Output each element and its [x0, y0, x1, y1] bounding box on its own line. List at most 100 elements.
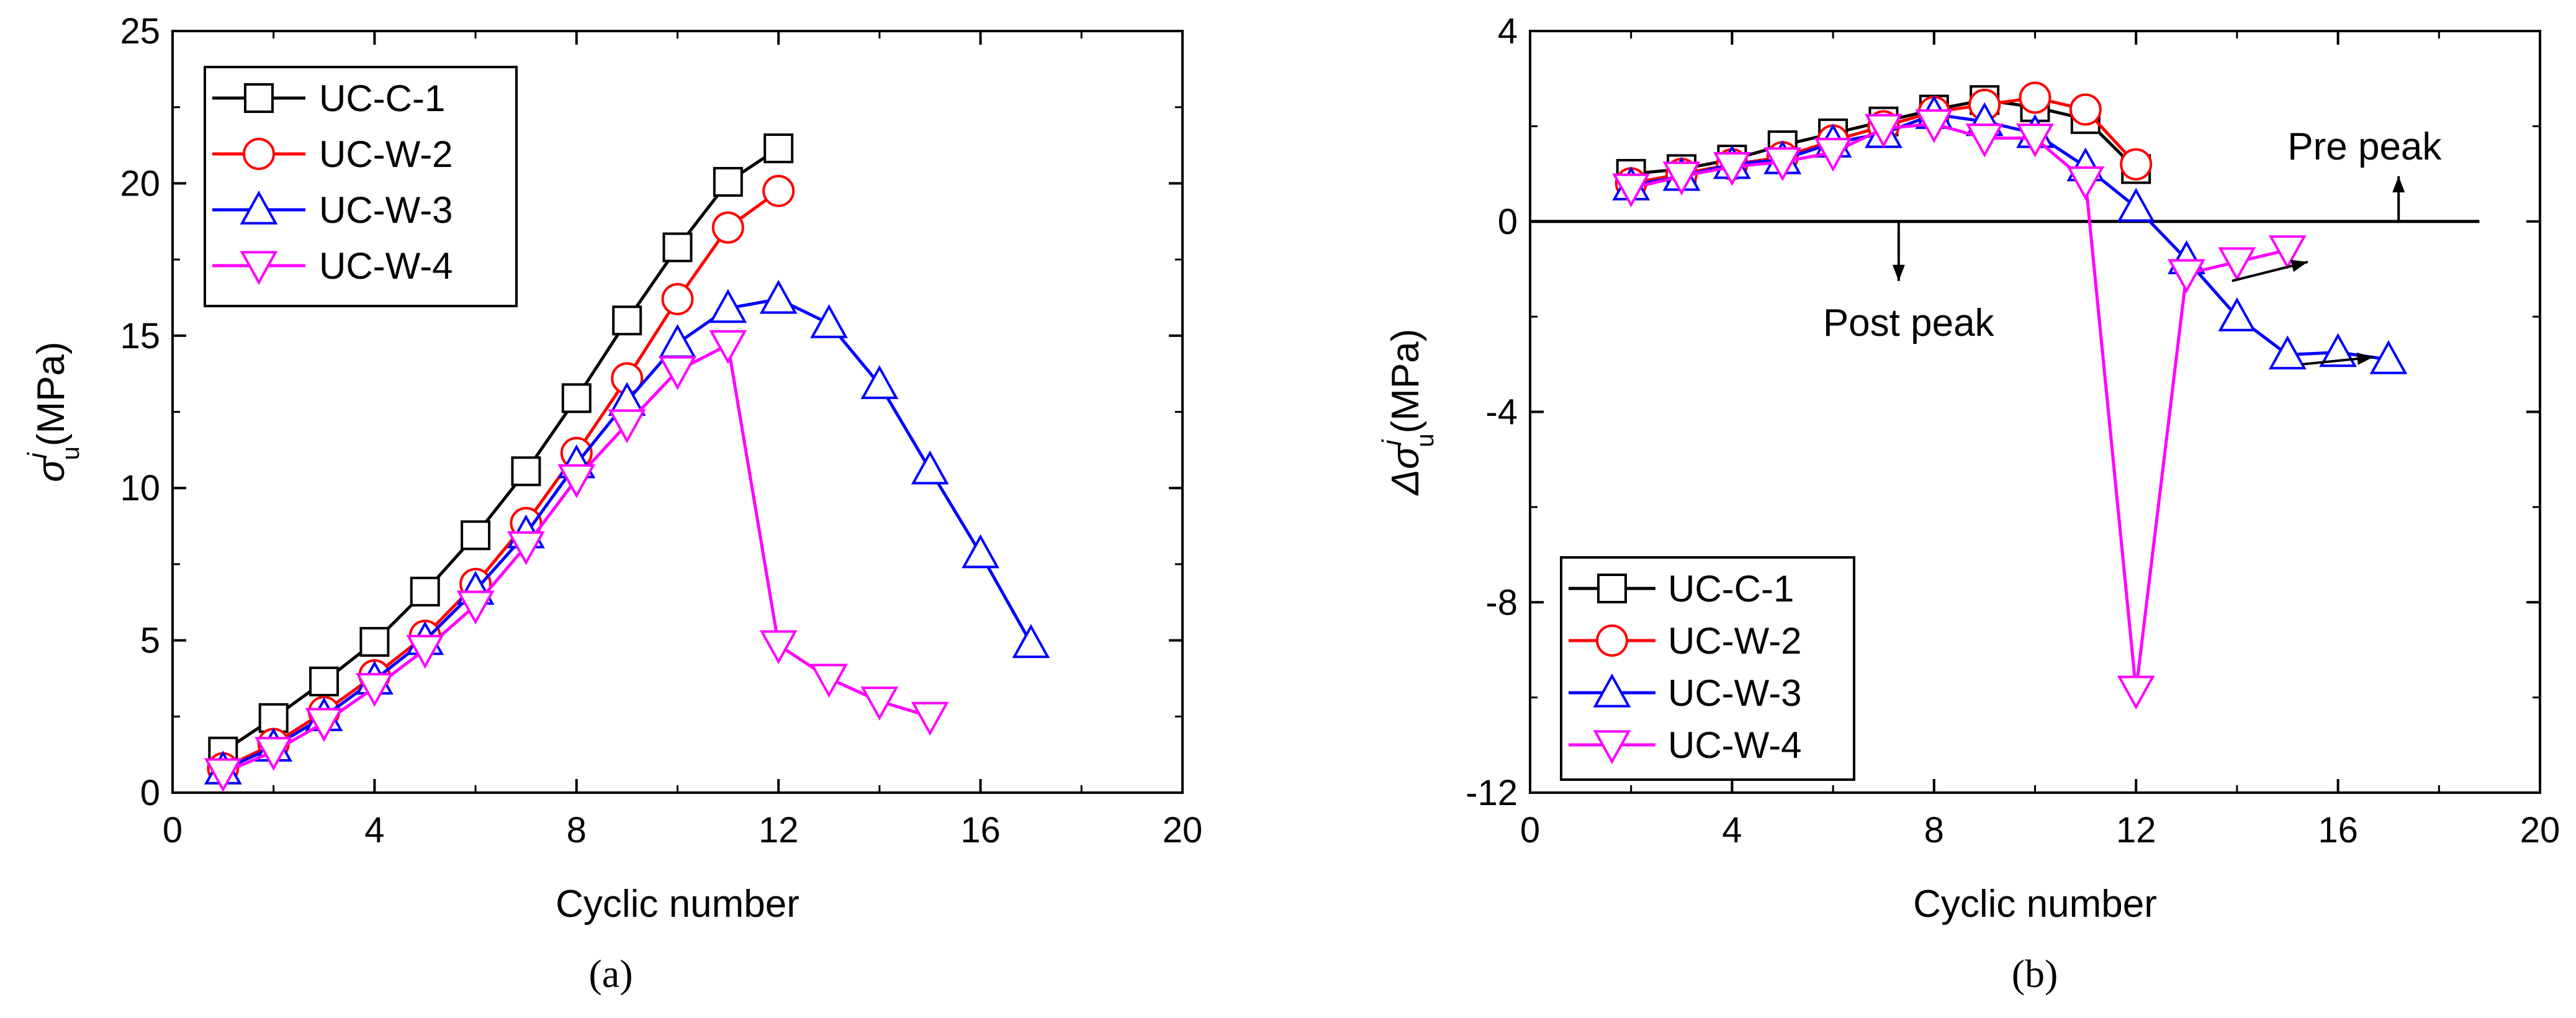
panel-b: 0 4 8 12 16 20 -12 -8 -4 0 4 Cyclic number Δσi u(MPa)…	[1377, 11, 2560, 996]
y-axis-label: Δσi u(MPa)	[1377, 329, 1439, 497]
data-point-UC-W-4	[1763, 147, 1802, 182]
data-point-UC-W-4	[1713, 151, 1751, 186]
data-point-UC-W-3	[709, 289, 747, 323]
y-tick-label: 15	[120, 316, 160, 356]
data-point-UC-C-1	[713, 166, 743, 197]
x-tick-label: 16	[960, 810, 1001, 850]
data-point-UC-W-3	[860, 365, 899, 399]
data-point-UC-W-4	[2218, 247, 2256, 282]
data-point-UC-W-3	[2268, 335, 2307, 370]
data-point-UC-W-3	[2319, 333, 2357, 367]
data-point-UC-W-3	[2218, 297, 2256, 331]
legend-label: UC-C-1	[1668, 568, 1794, 610]
x-tick-label: 12	[2116, 810, 2156, 850]
x-tick-label: 20	[1163, 810, 1203, 850]
y-tick-label: 4	[1498, 11, 1518, 52]
legend-label: UC-C-1	[319, 78, 445, 119]
data-point-UC-W-4	[356, 673, 394, 707]
y-axis-label: σi u(MPa)	[22, 341, 84, 482]
x-tick-label: 4	[364, 810, 384, 850]
data-point-UC-W-4	[2066, 166, 2105, 200]
data-point-UC-W-4	[1662, 161, 1701, 196]
data-point-UC-W-4	[1915, 109, 1953, 143]
legend-label: UC-W-2	[319, 133, 453, 175]
data-point-UC-W-2	[762, 174, 795, 207]
data-point-UC-W-4	[557, 464, 596, 498]
data-point-UC-W-4	[659, 356, 696, 390]
x-tick-label: 12	[759, 810, 799, 850]
post-peak-arrow-head	[1892, 264, 1905, 281]
data-point-UC-W-3	[961, 534, 999, 569]
legend-label: UC-W-2	[1668, 620, 1802, 662]
legend-label: UC-W-4	[319, 245, 453, 287]
x-tick-label: 4	[1722, 810, 1742, 850]
x-tick-label: 0	[163, 810, 182, 850]
data-point-UC-W-4	[2168, 259, 2205, 294]
data-point-UC-W-4	[2016, 123, 2054, 158]
data-point-UC-C-1	[309, 666, 340, 696]
y-tick-label: 0	[140, 773, 160, 813]
legend-marker-UC-W-4	[1593, 730, 1631, 765]
series-line-UC-W-3	[1631, 112, 2389, 361]
y-tick-label: 5	[140, 621, 160, 661]
x-tick-label: 8	[1924, 810, 1944, 850]
legend-marker-UC-W-2	[1596, 624, 1628, 657]
legend-marker-UC-C-1	[244, 83, 274, 113]
y-tick-label: 0	[1498, 202, 1518, 242]
legend-label: UC-W-4	[1668, 724, 1802, 766]
data-point-UC-C-1	[258, 703, 289, 733]
panel-a: 0 4 8 12 16 20 0 5 10 15 20 25 Cyclic number σi u(MPa)…	[22, 11, 1202, 996]
data-point-UC-W-4	[406, 634, 444, 669]
data-point-UC-W-4	[2117, 675, 2155, 710]
data-point-UC-C-1	[410, 577, 440, 607]
data-point-UC-W-4	[911, 701, 949, 736]
x-axis-label: Cyclic number	[1913, 883, 2157, 926]
y-tick-label: -12	[1466, 773, 1518, 813]
data-point-UC-W-4	[305, 708, 343, 742]
data-point-UC-W-3	[659, 323, 696, 358]
y-tick-label: 20	[120, 163, 160, 204]
data-point-UC-C-1	[763, 133, 794, 163]
data-point-UC-W-4	[1612, 173, 1651, 208]
data-point-UC-W-2	[711, 211, 744, 244]
legend-label: UC-W-3	[1668, 672, 1802, 714]
x-tick-label: 8	[567, 810, 587, 850]
data-point-UC-W-4	[204, 758, 242, 793]
pre-peak-arrow-head	[2392, 176, 2405, 192]
legend-marker-UC-W-4	[240, 251, 278, 286]
data-point-UC-W-2	[661, 282, 694, 315]
data-point-UC-W-4	[810, 664, 848, 698]
data-point-UC-W-4	[254, 737, 293, 771]
data-point-UC-W-4	[456, 590, 495, 625]
data-point-UC-W-2	[2019, 81, 2051, 114]
data-point-UC-C-1	[662, 232, 693, 263]
x-axis-label: Cyclic number	[556, 883, 799, 926]
legend-marker-UC-C-1	[1597, 574, 1627, 603]
legend-marker-UC-W-3	[240, 190, 278, 225]
data-point-UC-W-4	[1865, 114, 1903, 148]
data-point-UC-C-1	[511, 456, 541, 487]
data-point-UC-W-4	[759, 630, 798, 665]
trend-arrow-upper-head	[2290, 259, 2308, 272]
annotation-post-peak: Post peak	[1823, 302, 1995, 345]
data-point-UC-W-3	[1012, 624, 1050, 659]
x-tick-label: 0	[1520, 810, 1540, 850]
data-point-UC-C-1	[461, 520, 491, 551]
data-point-UC-W-3	[2117, 187, 2155, 222]
y-tick-label: -4	[1485, 392, 1518, 433]
data-point-UC-W-2	[2069, 93, 2102, 126]
legend-marker-UC-W-3	[1593, 673, 1631, 708]
data-point-UC-W-4	[2268, 235, 2307, 269]
legend-marker-UC-W-2	[243, 138, 275, 170]
data-point-UC-C-1	[612, 305, 642, 336]
data-point-UC-C-1	[359, 627, 390, 657]
x-tick-label: 16	[2318, 810, 2358, 850]
data-point-UC-W-3	[810, 304, 848, 338]
legend-label: UC-W-3	[319, 189, 453, 231]
data-point-UC-W-4	[507, 531, 545, 565]
data-point-UC-W-4	[860, 687, 899, 721]
panel-label: (a)	[588, 952, 633, 996]
data-point-UC-W-3	[759, 279, 798, 314]
data-point-UC-W-4	[1965, 123, 2004, 158]
